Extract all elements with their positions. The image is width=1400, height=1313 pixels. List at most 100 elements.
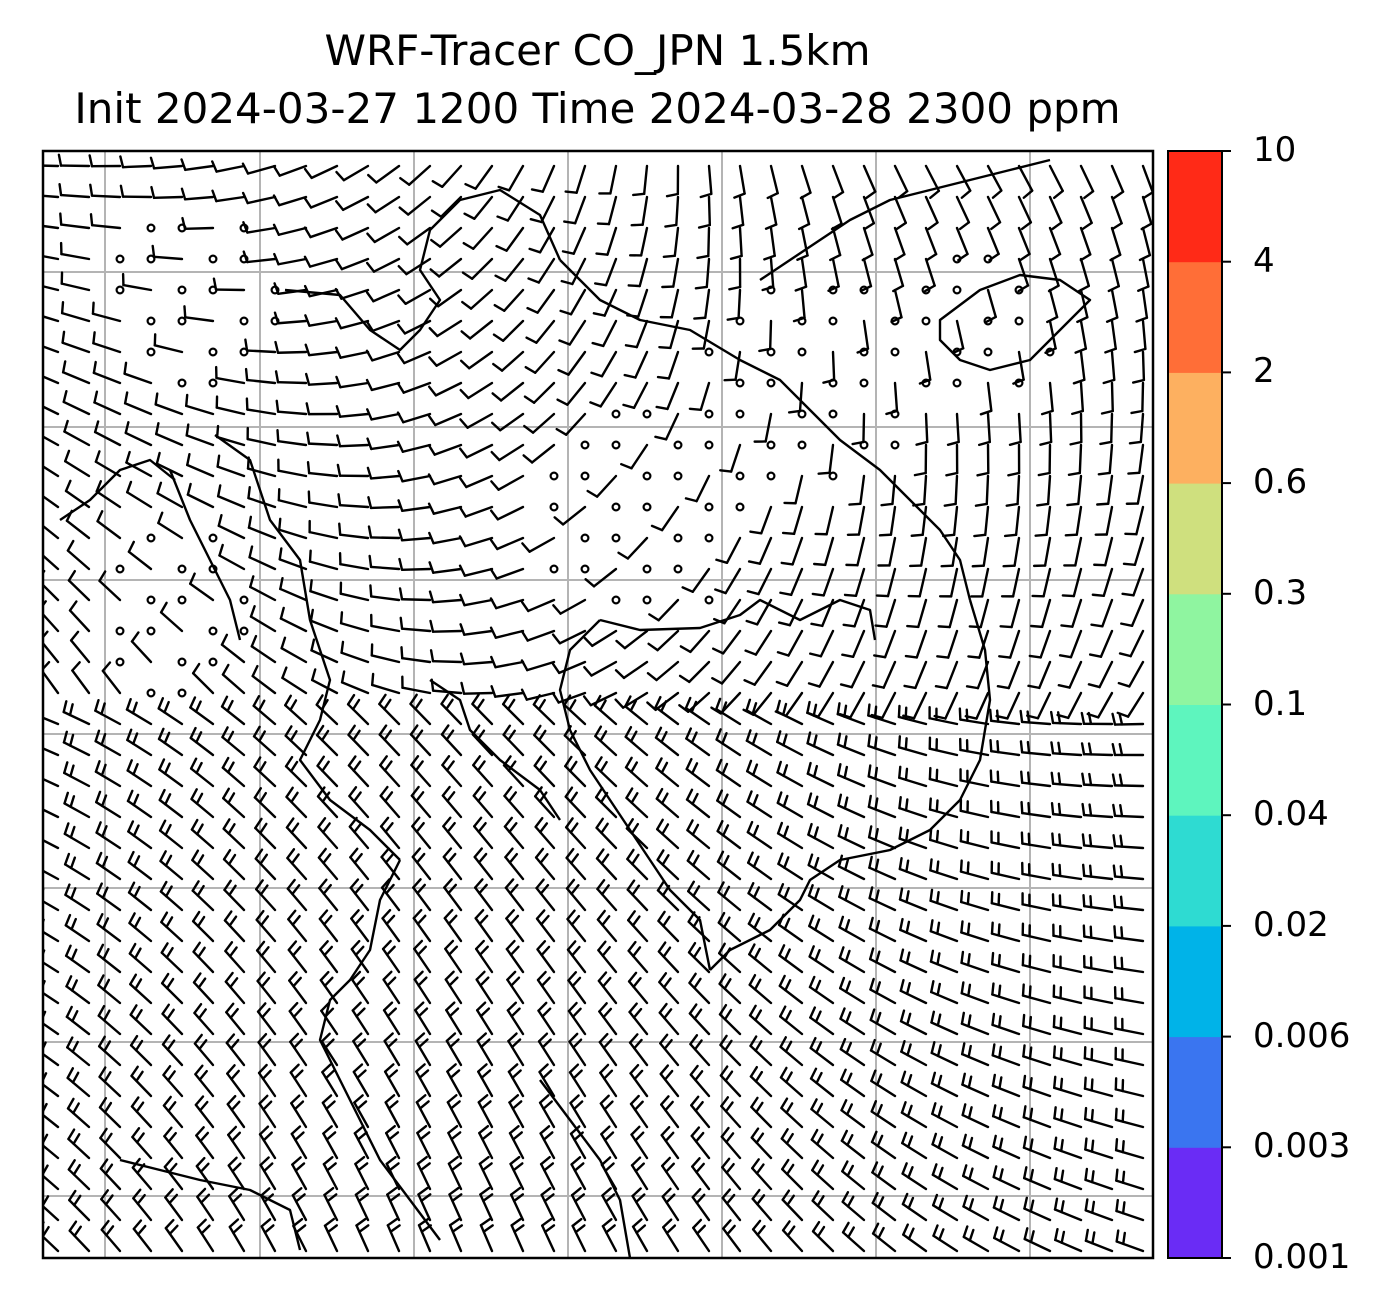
- wind-barb: [400, 646, 432, 664]
- wind-barb: [1107, 257, 1120, 293]
- wind-barb: [943, 474, 959, 507]
- wind-barb: [497, 164, 525, 192]
- wind-barb: [64, 944, 91, 974]
- wind-barb: [67, 1159, 91, 1191]
- wind-barb: [924, 226, 938, 262]
- wind-barb: [594, 786, 618, 819]
- wind-barb: [1083, 1076, 1114, 1098]
- wind-barb: [259, 1187, 277, 1222]
- wind-barb: [811, 567, 835, 597]
- wind-barb: [615, 629, 649, 650]
- wind-barb: [60, 300, 91, 323]
- wind-barb: [190, 818, 215, 850]
- wind-barb: [718, 973, 742, 1005]
- wind-barb: [694, 257, 711, 290]
- wind-barb: [522, 443, 556, 464]
- wind-barb: [654, 726, 680, 757]
- calm-circle: [828, 316, 838, 326]
- wind-barb: [43, 777, 60, 788]
- wind-barb: [252, 725, 277, 757]
- calm-circle: [766, 471, 776, 481]
- wind-barb: [366, 226, 401, 244]
- wind-barb: [1066, 474, 1083, 507]
- wind-barb: [1005, 474, 1021, 507]
- wind-barb: [718, 1003, 742, 1036]
- wind-barb: [1125, 474, 1145, 505]
- wind-barb: [1100, 381, 1114, 415]
- wind-barb: [127, 881, 153, 912]
- wind-barb: [255, 940, 277, 974]
- wind-barb: [287, 940, 308, 974]
- colorbar-tick-label: 0.02: [1253, 904, 1329, 945]
- wind-barb: [746, 759, 773, 788]
- wind-barb: [930, 1010, 959, 1036]
- wind-barb: [445, 1032, 463, 1067]
- wind-barb: [258, 1094, 277, 1129]
- wind-barb: [92, 331, 122, 354]
- wind-barb: [976, 443, 990, 477]
- wind-barb: [1048, 195, 1063, 231]
- wind-barb: [155, 422, 184, 447]
- wind-barb: [655, 818, 680, 850]
- wind-barb: [496, 195, 525, 222]
- wind-barb: [689, 1064, 711, 1098]
- wind-barb: [273, 311, 308, 325]
- wind-barb: [899, 948, 928, 974]
- wind-barb: [366, 408, 401, 421]
- wind-barb: [399, 616, 432, 633]
- calm-circle: [766, 440, 776, 450]
- wind-barb: [253, 756, 277, 788]
- wind-barb: [991, 1012, 1021, 1036]
- wind-barb: [306, 431, 339, 447]
- calm-circle: [611, 409, 621, 419]
- wind-barb: [697, 195, 712, 229]
- wind-barb: [458, 564, 494, 577]
- wind-barb: [507, 1063, 525, 1098]
- wind-barb: [836, 702, 866, 726]
- wind-barb: [655, 381, 680, 411]
- wind-barb: [1031, 567, 1052, 598]
- wind-barb: [870, 691, 897, 720]
- wind-barb: [225, 1002, 246, 1036]
- wind-barb: [281, 666, 308, 695]
- wind-barb: [561, 226, 587, 255]
- wind-barb: [459, 593, 494, 607]
- wind-barb: [624, 695, 649, 726]
- wind-barb: [552, 598, 587, 615]
- wind-barb: [321, 1063, 339, 1098]
- wind-barb: [397, 288, 432, 305]
- calm-circle: [146, 347, 156, 357]
- wind-barb: [555, 412, 587, 436]
- wind-barb: [193, 1033, 215, 1067]
- calm-circle: [177, 688, 187, 698]
- calm-circle: [611, 502, 621, 512]
- wind-barb: [717, 911, 742, 943]
- wind-barb: [524, 350, 556, 374]
- wind-barb: [287, 909, 308, 943]
- wind-barb: [1020, 831, 1052, 850]
- wind-barb: [1054, 1227, 1083, 1253]
- wind-barb: [810, 598, 835, 628]
- wind-barb: [399, 164, 432, 186]
- wind-barb: [130, 1096, 153, 1129]
- wind-barb: [595, 817, 618, 850]
- map-frame: [41, 149, 1155, 1260]
- wind-barb: [274, 340, 308, 354]
- wind-barb: [928, 706, 959, 726]
- wind-barb: [227, 1156, 246, 1191]
- wind-barb: [428, 561, 463, 574]
- wind-barb: [1002, 536, 1021, 568]
- wind-barb: [254, 848, 277, 881]
- wind-barb: [323, 1217, 339, 1253]
- wind-barb: [681, 567, 711, 593]
- colorbar-segment: [1168, 1147, 1222, 1259]
- wind-barb: [780, 1128, 804, 1160]
- wind-barb: [1097, 443, 1114, 476]
- wind-barb: [414, 1001, 432, 1036]
- wind-barb: [347, 755, 370, 788]
- calm-circle: [642, 409, 652, 419]
- wind-barb: [992, 1165, 1021, 1191]
- wind-barb: [252, 694, 277, 726]
- calm-circle: [208, 347, 218, 357]
- wind-barb: [520, 659, 556, 672]
